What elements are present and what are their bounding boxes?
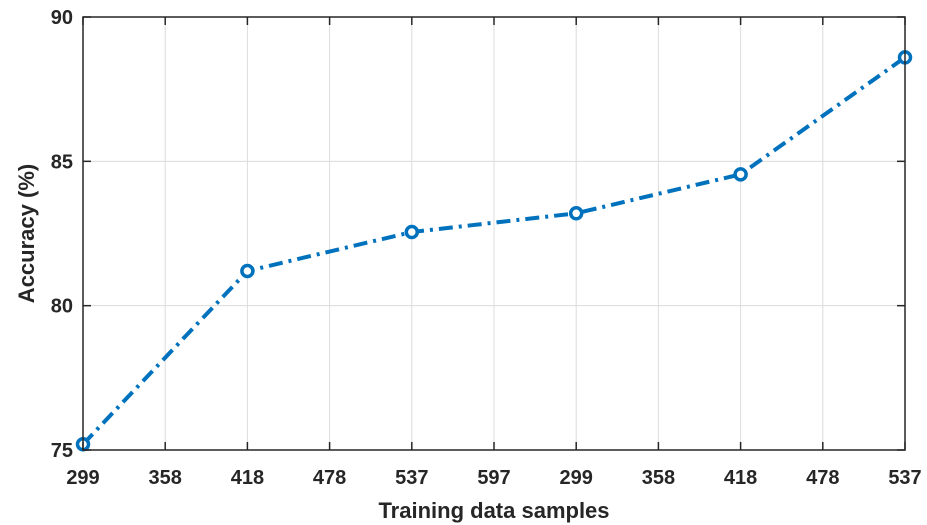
x-tick-label: 418 [231,467,264,489]
x-tick-label: 299 [560,467,593,489]
x-tick-label: 597 [477,467,510,489]
x-tick-label: 478 [806,467,839,489]
tick-labels: 299 358 418 478 537 597 299 358 418 478 537 75 80 85 9… [51,7,922,489]
data-point-marker [568,206,584,221]
y-tick-label: 85 [51,151,73,173]
data-point-marker [240,263,255,279]
y-tick-label: 75 [51,440,73,462]
series-line [81,55,907,446]
data-point-marker [404,224,420,240]
y-tick-label: 80 [51,296,73,318]
y-axis-title: Accuracy (%) [14,164,39,303]
x-tick-label: 537 [395,467,428,489]
x-tick-label: 299 [66,467,99,489]
x-tick-label: 537 [888,467,921,489]
grid [83,17,905,450]
x-tick-label: 418 [724,467,757,489]
x-tick-label: 478 [313,467,346,489]
y-tick-label: 90 [51,7,73,29]
x-tick-label: 358 [642,467,675,489]
ticks [82,16,906,451]
x-tick-label: 358 [149,467,182,489]
data-point-marker [733,167,748,182]
x-axis-title: Training data samples [378,498,609,523]
